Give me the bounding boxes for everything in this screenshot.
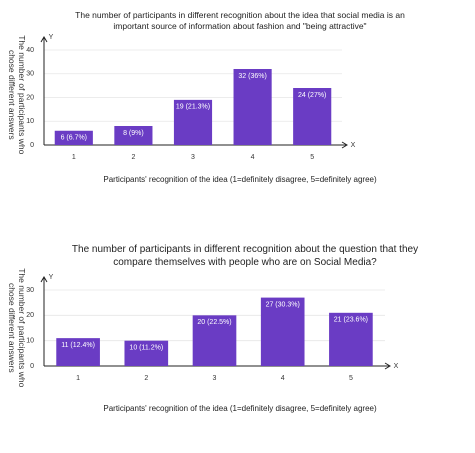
y-tick-label: 10 <box>26 338 34 345</box>
value-label: 27 (30.3%) <box>266 301 300 308</box>
y-tick-label: 20 <box>26 312 34 319</box>
y-tick-label: 30 <box>26 287 34 294</box>
x-tick-label: 2 <box>131 154 135 161</box>
x-axis-label: Participants' recognition of the idea (1… <box>103 175 377 184</box>
x-tick-label: 5 <box>349 375 353 382</box>
value-label: 24 (27%) <box>298 92 326 99</box>
y-axis-label: The number of participants who chose dif… <box>7 35 27 155</box>
bar <box>124 340 169 366</box>
y-axis-label: The number of participants who chose dif… <box>7 268 27 388</box>
bar <box>260 297 305 366</box>
y-tick-label: 0 <box>30 363 34 370</box>
y-arrow <box>40 36 48 43</box>
value-label: 11 (12.4%) <box>61 342 95 349</box>
value-label: 10 (11.2%) <box>129 345 163 352</box>
bar <box>192 315 237 366</box>
y-tick-label: 10 <box>26 118 34 125</box>
y-tick-label: 20 <box>26 94 34 101</box>
bar <box>114 126 153 145</box>
y-tick-label: 30 <box>26 71 34 78</box>
y-arrow <box>40 276 48 283</box>
value-label: 32 (36%) <box>238 73 266 80</box>
y-tick-label: 0 <box>30 142 34 149</box>
x-tick-label: 2 <box>144 375 148 382</box>
x-tick-label: 1 <box>76 375 80 382</box>
bar <box>173 99 213 145</box>
chart-title: The number of participants in different … <box>71 244 419 268</box>
y-axis-letter: Y <box>49 34 54 41</box>
x-axis-label: Participants' recognition of the idea (1… <box>103 404 377 413</box>
bar <box>54 130 93 145</box>
y-axis-letter: Y <box>49 274 54 281</box>
x-arrow <box>341 141 348 149</box>
value-label: 21 (23.6%) <box>334 317 368 324</box>
x-arrow <box>384 362 391 370</box>
x-tick-label: 5 <box>310 154 314 161</box>
value-label: 19 (21.3%) <box>176 104 210 111</box>
bar <box>56 338 100 366</box>
value-label: 20 (22.5%) <box>197 319 231 326</box>
bar <box>293 88 332 145</box>
x-tick-label: 3 <box>191 154 195 161</box>
bar <box>329 312 373 366</box>
x-tick-label: 4 <box>251 154 255 161</box>
chart-title: The number of participants in different … <box>75 10 405 32</box>
x-axis-letter: X <box>394 363 399 370</box>
bar <box>233 69 272 145</box>
x-tick-label: 1 <box>72 154 76 161</box>
value-label: 8 (9%) <box>123 130 144 137</box>
x-tick-label: 3 <box>213 375 217 382</box>
value-label: 6 (6.7%) <box>61 135 87 142</box>
x-tick-label: 4 <box>281 375 285 382</box>
x-axis-letter: X <box>351 142 356 149</box>
y-tick-label: 40 <box>26 47 34 54</box>
